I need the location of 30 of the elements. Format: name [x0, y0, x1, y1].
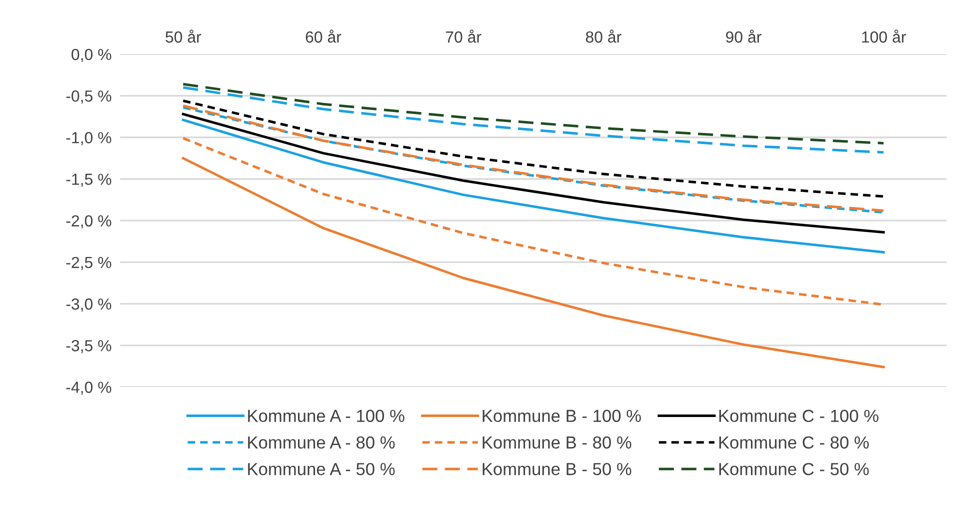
x-tick-label: 100 år	[862, 30, 906, 43]
x-tick-label: 70 år	[446, 30, 482, 43]
legend-label: Kommune A - 50 %	[248, 462, 395, 476]
y-tick-label: -4,0 %	[66, 382, 112, 395]
legend-label: Kommune B - 50 %	[482, 462, 632, 476]
legend-label: Kommune B - 80 %	[482, 436, 632, 449]
legend-label: Kommune C - 50 %	[719, 462, 869, 476]
legend-label: Kommune B - 100 %	[482, 410, 641, 422]
x-tick-label: 90 år	[726, 30, 762, 43]
legend-label: Kommune A - 100 %	[248, 410, 404, 422]
line-series	[182, 100, 885, 198]
y-tick-label: -3,5 %	[66, 340, 112, 354]
y-tick-label: 0,0 %	[72, 48, 112, 62]
legend-label: Kommune C - 80 %	[719, 436, 869, 449]
legend-label: Kommune C - 100 %	[719, 410, 878, 422]
y-tick-label: -1,0 %	[66, 132, 112, 146]
x-tick-label: 60 år	[306, 30, 342, 43]
y-tick-label: -2,0 %	[66, 215, 112, 228]
line-series	[182, 86, 885, 154]
y-tick-label: -1,5 %	[66, 174, 112, 187]
line-series	[182, 118, 885, 254]
line-series	[182, 82, 885, 144]
line-series	[182, 156, 885, 368]
x-tick-label: 80 år	[586, 30, 622, 43]
x-tick-label: 50 år	[166, 30, 202, 43]
line-series	[182, 112, 885, 234]
legend-label: Kommune A - 80 %	[248, 436, 395, 449]
y-tick-label: -3,0 %	[66, 298, 112, 312]
y-tick-label: -0,5 %	[66, 90, 112, 104]
y-tick-label: -2,5 %	[66, 256, 112, 270]
